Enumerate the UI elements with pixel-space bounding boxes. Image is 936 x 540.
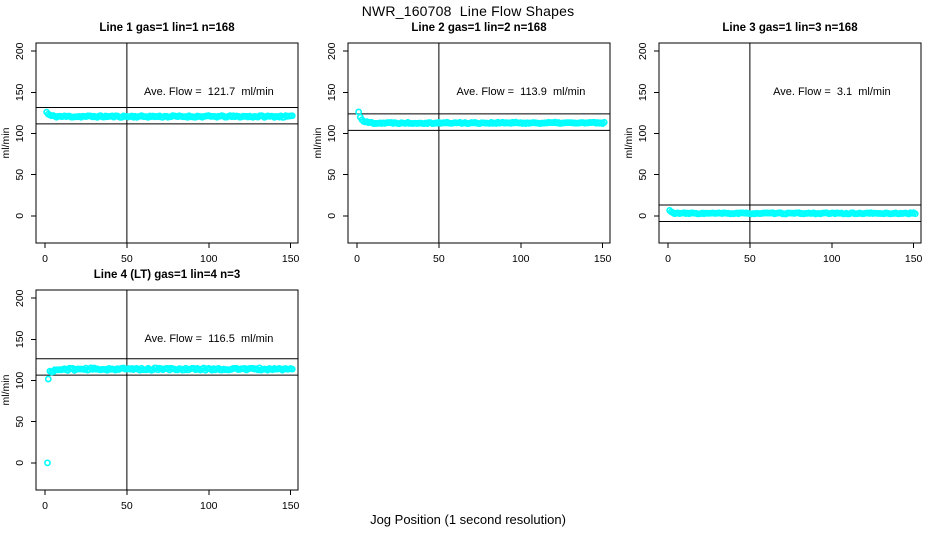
y-tick-label: 150 (14, 330, 26, 348)
y-tick-label: 150 (637, 83, 649, 101)
y-tick-label: 100 (326, 125, 338, 143)
panel-line-2: Line 2 gas=1 lin=2 n=168 ml/min Ave. Flo… (312, 22, 612, 265)
plot-box (658, 42, 922, 244)
y-tick-label: 150 (14, 83, 26, 101)
plot-box (35, 42, 299, 244)
data-point (600, 118, 608, 126)
y-tick-label: 0 (637, 213, 649, 219)
data-point (911, 210, 919, 218)
x-tick-label: 100 (823, 253, 841, 265)
x-tick-label: 100 (512, 253, 530, 265)
y-tick-label: 200 (14, 42, 26, 60)
x-axis-caption: Jog Position (1 second resolution) (370, 512, 566, 527)
panel-title: Line 2 gas=1 lin=2 n=168 (411, 22, 547, 34)
plot-area-line-4: 0 50 100 150 0 50 100 150 200 (14, 289, 300, 512)
panel-line-4: Line 4 (LT) gas=1 lin=4 n=3 ml/min Ave. … (0, 269, 300, 512)
data-point (288, 112, 296, 120)
y-tick-label: 50 (14, 416, 26, 428)
y-tick-label: 0 (14, 213, 26, 219)
x-tick-label: 150 (905, 253, 923, 265)
x-tick-label: 50 (744, 253, 756, 265)
figure-title: NWR_160708 Line Flow Shapes (361, 3, 575, 19)
x-tick-label: 150 (282, 500, 300, 512)
x-tick-label: 50 (433, 253, 445, 265)
plot-box (347, 42, 611, 244)
x-tick-label: 50 (121, 253, 133, 265)
y-tick-label: 150 (326, 83, 338, 101)
x-tick-label: 0 (665, 253, 671, 265)
plot-box (35, 289, 299, 491)
y-tick-label: 0 (326, 213, 338, 219)
panel-line-1: Line 1 gas=1 lin=1 n=168 ml/min Ave. Flo… (0, 22, 300, 265)
x-tick-label: 50 (121, 500, 133, 512)
panel-title: Line 1 gas=1 lin=1 n=168 (99, 22, 235, 34)
y-tick-label: 100 (14, 372, 26, 390)
y-tick-label: 200 (637, 42, 649, 60)
ave-flow-annotation: Ave. Flow = 3.1 ml/min (773, 86, 891, 98)
y-tick-label: 100 (14, 125, 26, 143)
y-tick-label: 200 (326, 42, 338, 60)
data-point (44, 459, 51, 467)
y-tick-label: 50 (14, 169, 26, 181)
ave-flow-annotation: Ave. Flow = 121.7 ml/min (144, 86, 274, 98)
data-point (44, 375, 52, 383)
x-tick-label: 0 (42, 500, 48, 512)
panel-title: Line 4 (LT) gas=1 lin=4 n=3 (93, 269, 241, 281)
plot-area-line-1: 0 50 100 150 0 50 100 150 200 (14, 42, 300, 265)
y-tick-label: 200 (14, 289, 26, 307)
y-tick-label: 50 (326, 169, 338, 181)
plot-area-line-2: 0 50 100 150 0 50 100 150 200 (326, 42, 612, 265)
x-tick-label: 150 (282, 253, 300, 265)
y-tick-label: 50 (637, 169, 649, 181)
x-tick-label: 150 (594, 253, 612, 265)
ave-flow-annotation: Ave. Flow = 113.9 ml/min (456, 86, 586, 98)
y-tick-label: 0 (14, 460, 26, 466)
data-point (288, 365, 296, 373)
panel-title: Line 3 gas=1 lin=3 n=168 (722, 22, 858, 34)
plot-area-line-3: 0 50 100 150 0 50 100 150 200 (637, 42, 923, 265)
panel-line-3: Line 3 gas=1 lin=3 n=168 ml/min Ave. Flo… (623, 22, 923, 265)
y-tick-label: 100 (637, 125, 649, 143)
x-tick-label: 0 (354, 253, 360, 265)
x-tick-label: 100 (200, 500, 218, 512)
ave-flow-annotation: Ave. Flow = 116.5 ml/min (144, 333, 274, 345)
x-tick-label: 0 (42, 253, 48, 265)
x-tick-label: 100 (200, 253, 218, 265)
